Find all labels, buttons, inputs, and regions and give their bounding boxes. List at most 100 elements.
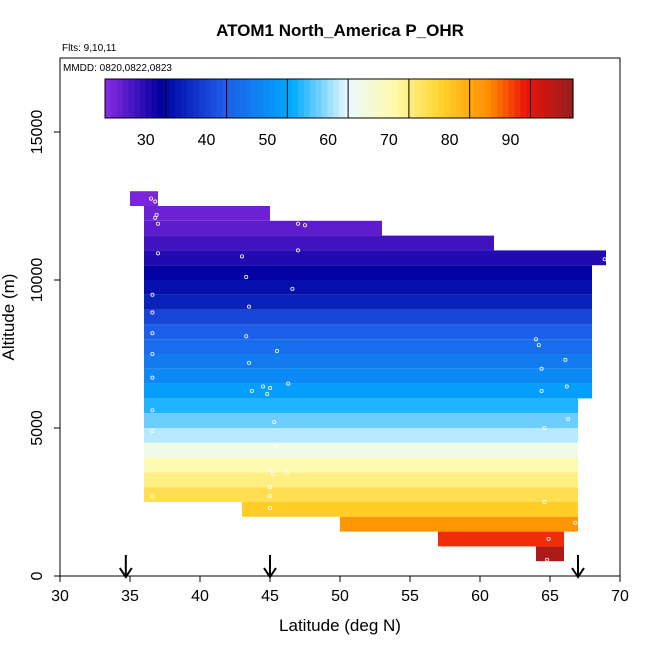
- colorbar-segment: [292, 79, 299, 118]
- sample-point: [542, 425, 547, 430]
- colorbar-segment: [303, 79, 311, 118]
- heatmap-row-17: [144, 442, 578, 458]
- colorbar-tick-label: 90: [502, 132, 520, 149]
- heatmap-row-2: [144, 220, 382, 236]
- colorbar-segment: [239, 79, 246, 118]
- colorbar-segment: [339, 79, 346, 118]
- sample-point: [602, 257, 607, 262]
- colorbar-segment: [268, 79, 276, 118]
- colorbar-segment: [192, 79, 200, 118]
- colorbar-segment: [145, 79, 153, 118]
- colorbar-segment: [227, 79, 235, 118]
- colorbar-segment: [502, 79, 510, 118]
- sample-point: [302, 223, 307, 228]
- colorbar-segment: [116, 79, 124, 118]
- heatmap-row-9: [144, 324, 592, 340]
- colorbar-segment: [567, 79, 574, 118]
- colorbar-segment: [514, 79, 521, 118]
- sample-point: [265, 391, 270, 396]
- sample-point: [274, 349, 279, 354]
- heatmap-row-18: [144, 457, 578, 473]
- colorbar-segment: [368, 79, 375, 118]
- colorbar-segment: [444, 79, 451, 118]
- heatmap-row-19: [144, 472, 578, 488]
- sample-point: [270, 471, 275, 476]
- heatmap-row-12: [144, 368, 592, 384]
- colorbar-segment: [397, 79, 404, 118]
- colorbar-segment: [186, 79, 194, 118]
- colorbar-segment: [110, 79, 118, 118]
- colorbar-segment: [432, 79, 440, 118]
- y-axis: 0 5000 10000 15000: [29, 110, 60, 580]
- colorbar-segment: [391, 79, 399, 118]
- colorbar-tick-label: 70: [380, 132, 398, 149]
- colorbar-segment: [210, 79, 217, 118]
- sample-point: [534, 337, 539, 342]
- x-tick-label: 30: [51, 588, 69, 605]
- heatmap-row-10: [144, 339, 592, 354]
- heatmap-row-4: [144, 250, 606, 266]
- colorbar-tick-label: 50: [258, 132, 276, 149]
- colorbar-segment: [420, 79, 428, 118]
- sample-point: [545, 557, 550, 562]
- heatmap-row-14: [144, 398, 578, 414]
- dates-label: MMDD: 0820,0822,0823: [63, 63, 172, 74]
- flights-label: Flts: 9,10,11: [62, 43, 117, 54]
- colorbar-segment: [543, 79, 551, 118]
- colorbar-segment: [350, 79, 358, 118]
- sample-point: [150, 310, 155, 315]
- colorbar-segment: [415, 79, 422, 118]
- colorbar-segment: [467, 79, 475, 118]
- x-tick-label: 60: [471, 588, 489, 605]
- x-tick-label: 35: [121, 588, 139, 605]
- colorbar-segment: [245, 79, 252, 118]
- sample-point: [573, 520, 578, 525]
- colorbar-segment: [374, 79, 381, 118]
- heatmap-row-0: [130, 191, 158, 206]
- heatmap-row-7: [144, 294, 592, 310]
- colorbar-segment: [204, 79, 211, 118]
- sample-point: [295, 221, 300, 226]
- colorbar-tick-label: 80: [441, 132, 459, 149]
- colorbar-segment: [485, 79, 492, 118]
- sample-point: [542, 499, 547, 504]
- y-axis-label: Altitude (m): [0, 274, 18, 361]
- heatmap-row-22: [340, 516, 578, 532]
- x-axis-label: Latitude (deg N): [279, 616, 401, 635]
- sample-point: [246, 304, 251, 309]
- colorbar-segment: [128, 79, 135, 118]
- colorbar-segment: [105, 79, 112, 118]
- colorbar-segment: [403, 79, 410, 118]
- sample-point: [539, 388, 544, 393]
- heatmap-row-16: [144, 428, 578, 443]
- colorbar-segment: [274, 79, 282, 118]
- sample-points: [148, 196, 607, 562]
- sample-point: [150, 375, 155, 380]
- sample-point: [153, 199, 158, 204]
- sample-point: [564, 384, 569, 389]
- heatmap-row-24: [536, 546, 564, 562]
- sample-point: [239, 254, 244, 259]
- colorbar-tick-label: 40: [198, 132, 216, 149]
- colorbar-segment: [321, 79, 328, 118]
- sample-point: [267, 386, 272, 391]
- sample-point: [273, 443, 278, 448]
- sample-point: [295, 248, 300, 253]
- x-tick-label: 55: [401, 588, 419, 605]
- sample-point: [267, 467, 272, 472]
- colorbar-segment: [286, 79, 293, 118]
- heatmap-row-13: [144, 383, 592, 399]
- heatmap-row-23: [438, 531, 564, 547]
- colorbar-segment: [169, 79, 176, 118]
- x-tick-label: 65: [541, 588, 559, 605]
- sample-point: [148, 196, 153, 201]
- colorbar-tick-label: 60: [319, 132, 337, 149]
- colorbar-segment: [216, 79, 223, 118]
- heatmap-row-21: [242, 502, 578, 517]
- heatmap-row-15: [144, 413, 578, 428]
- colorbar-segment: [233, 79, 241, 118]
- colorbar-frame: [104, 78, 574, 119]
- colorbar-segment: [134, 79, 141, 118]
- sample-point: [546, 537, 551, 542]
- latitude-arrow: [571, 555, 585, 579]
